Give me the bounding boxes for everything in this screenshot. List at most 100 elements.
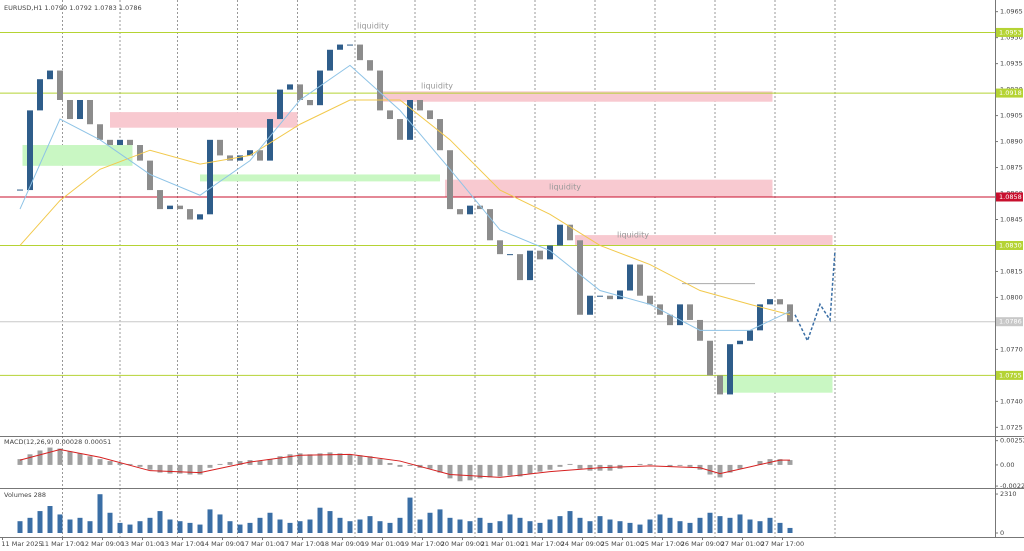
volume-bar xyxy=(497,521,503,533)
macd-bar xyxy=(637,463,643,465)
volume-bar xyxy=(57,514,63,533)
zone xyxy=(200,174,440,182)
candle xyxy=(527,250,533,281)
level-tag xyxy=(996,192,1023,202)
y-tick-label: 1.0845 xyxy=(1000,216,1023,224)
volume-bar xyxy=(677,521,683,533)
candle xyxy=(27,110,33,191)
macd-bar xyxy=(537,464,543,472)
zone xyxy=(380,91,773,102)
candle xyxy=(137,145,143,161)
candle xyxy=(327,49,333,71)
x-tick-label: 18 Mar 09:00 xyxy=(321,540,364,548)
candle xyxy=(157,190,163,210)
volume-bar xyxy=(117,522,123,533)
candle xyxy=(497,240,503,255)
zone xyxy=(720,375,833,393)
volume-bar xyxy=(397,517,403,533)
moving-average xyxy=(19,64,791,331)
candle xyxy=(57,70,63,100)
volume-bar xyxy=(417,519,423,533)
macd-bar xyxy=(327,452,333,465)
y-tick-label: 1.0800 xyxy=(1000,293,1023,301)
annotation: liquidity xyxy=(549,183,581,192)
level-tag xyxy=(996,88,1023,98)
volume-bar xyxy=(377,521,383,533)
x-tick-label: 13 Mar 01:00 xyxy=(121,540,164,548)
volume-bar xyxy=(107,512,113,533)
volume-bar xyxy=(27,517,33,533)
candle xyxy=(277,89,283,120)
volume-bar xyxy=(527,521,533,533)
candle xyxy=(307,99,313,106)
volume-bar xyxy=(487,522,493,533)
candle xyxy=(37,79,43,111)
candle xyxy=(347,44,353,46)
candle xyxy=(737,340,743,345)
macd-bar xyxy=(177,464,183,474)
candle xyxy=(537,250,543,260)
volume-bar xyxy=(187,522,193,533)
macd-bar xyxy=(347,454,353,465)
volume-bar xyxy=(247,522,253,533)
y-tick-label: 0.00252 xyxy=(1000,437,1024,445)
x-tick-label: 17 Mar 17:00 xyxy=(281,540,324,548)
macd-bar xyxy=(297,453,303,465)
volume-bar xyxy=(277,519,283,533)
candle xyxy=(767,299,773,305)
candle xyxy=(577,240,583,315)
candle xyxy=(627,264,633,291)
macd-bar xyxy=(507,464,513,476)
macd-bar xyxy=(387,462,393,465)
macd-bar xyxy=(467,464,473,481)
macd-bar xyxy=(47,447,53,465)
y-tick-label: 1.0935 xyxy=(1000,60,1023,68)
volume-bar xyxy=(77,517,83,533)
macd-bar xyxy=(67,451,73,465)
candle xyxy=(237,155,243,161)
moving-average xyxy=(19,99,791,316)
macd-bar xyxy=(547,464,553,470)
candle xyxy=(47,70,53,80)
candle xyxy=(467,205,473,215)
annotation: liquidity xyxy=(421,82,453,91)
candle xyxy=(107,139,113,146)
candle xyxy=(507,254,513,256)
candle xyxy=(567,224,573,241)
macd-bar xyxy=(97,459,103,465)
volume-bar xyxy=(507,514,513,533)
macd-bar xyxy=(237,461,243,465)
candle xyxy=(207,139,213,215)
volume-bar xyxy=(647,519,653,533)
volume-bar xyxy=(347,521,353,533)
volume-bar xyxy=(197,524,203,533)
macd-bar xyxy=(377,459,383,465)
level-tag-label: 1.0786 xyxy=(999,318,1022,326)
candle xyxy=(317,70,323,106)
x-tick-label: 14 Mar 09:00 xyxy=(201,540,244,548)
candle xyxy=(147,160,153,191)
volume-bar xyxy=(607,519,613,533)
macd-bar xyxy=(267,459,273,465)
candle xyxy=(557,224,563,246)
volume-bar xyxy=(467,521,473,533)
macd-bar xyxy=(337,453,343,465)
volume-bar xyxy=(167,519,173,533)
macd-bar xyxy=(667,464,673,467)
volume-bar xyxy=(457,519,463,533)
annotation: liquidity xyxy=(357,22,389,31)
macd-bar xyxy=(677,464,683,466)
level-tag-label: 1.0830 xyxy=(999,241,1022,249)
volume-bar xyxy=(327,511,333,533)
candle xyxy=(87,99,93,125)
y-tick-label: 1.0875 xyxy=(1000,164,1023,172)
candle xyxy=(407,99,413,140)
volume-bar xyxy=(757,521,763,533)
volume-bar xyxy=(517,517,523,533)
candle xyxy=(247,150,253,156)
candle xyxy=(607,295,613,300)
candle xyxy=(267,119,273,161)
level-tag-label: 1.0918 xyxy=(999,89,1022,97)
candle xyxy=(377,70,383,111)
zone xyxy=(22,145,133,166)
